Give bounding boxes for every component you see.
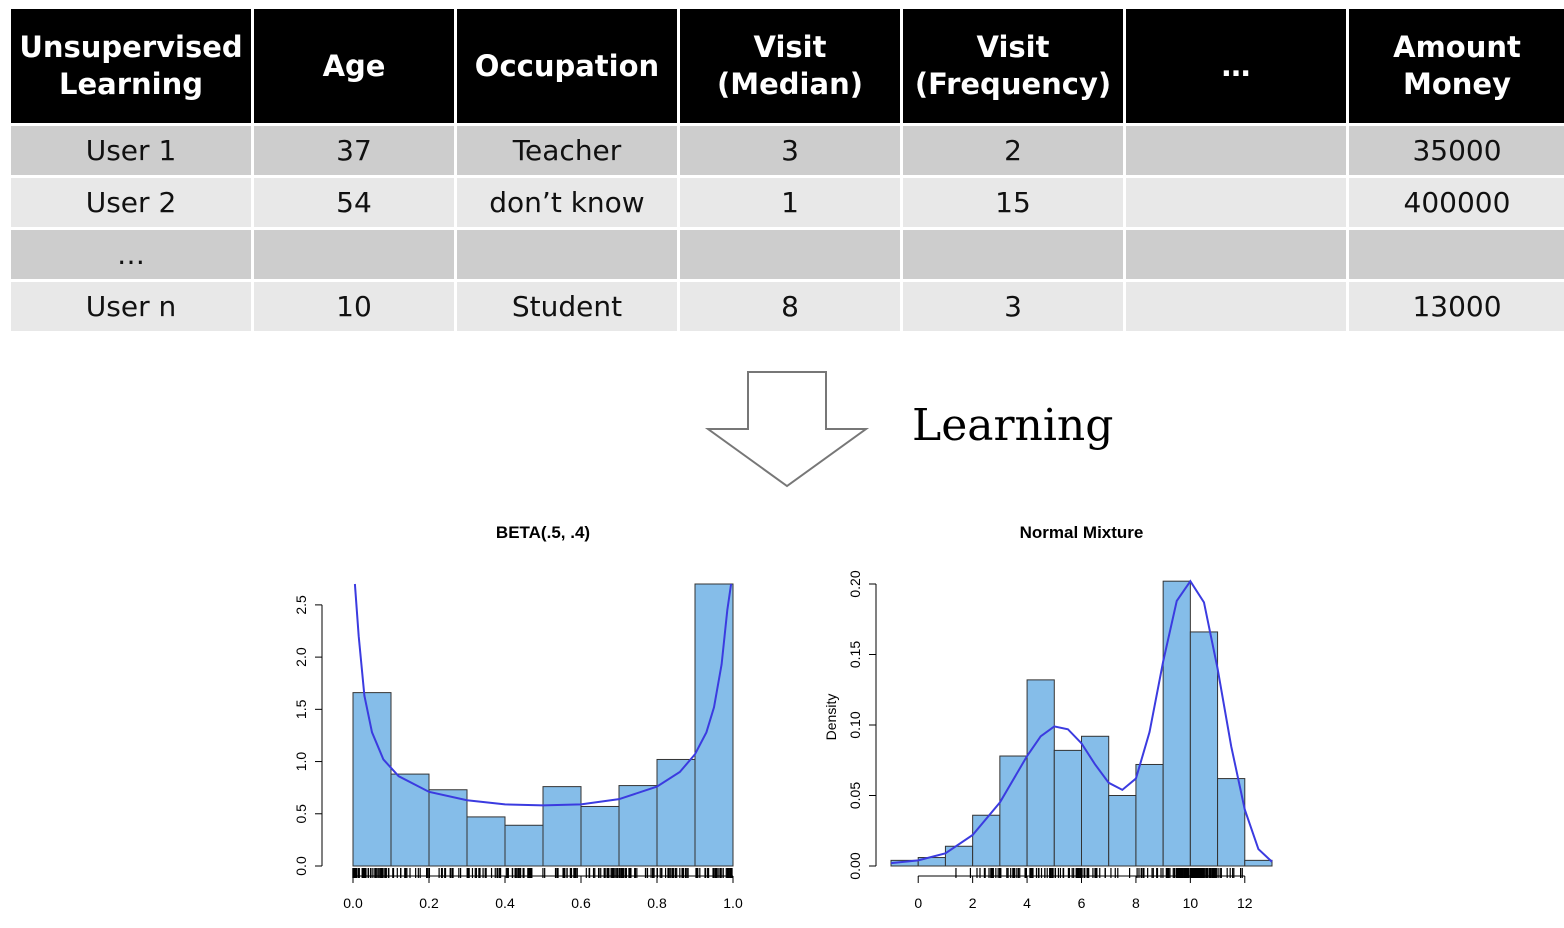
table-cell: Student — [454, 279, 680, 334]
table-cell — [1123, 175, 1349, 230]
histogram-bar — [580, 805, 620, 867]
x-tick-label: 6 — [1078, 895, 1086, 911]
table-cell — [900, 227, 1126, 282]
histogram-bar — [352, 692, 392, 867]
y-tick-label: 0.0 — [293, 856, 309, 876]
y-tick-label: 1.5 — [293, 699, 309, 719]
y-tick-label: 0.00 — [847, 852, 863, 879]
table-row: … — [8, 227, 1564, 282]
table-cell: … — [8, 227, 254, 282]
table-cell: User 2 — [8, 175, 254, 230]
histogram-bar — [1026, 679, 1055, 867]
normal-mixture-histogram-chart: Normal Mixture 0.00 0.05 0.10 0.15 0.20 Densit… — [823, 523, 1273, 911]
table-cell — [251, 227, 457, 282]
table-cell: 3 — [900, 279, 1126, 334]
header-occupation: Occupation — [454, 6, 680, 126]
x-tick-label: 10 — [1183, 895, 1199, 911]
histogram-bar — [1135, 763, 1164, 867]
table-cell: 3 — [677, 123, 903, 178]
chart-title: Normal Mixture — [1020, 523, 1144, 542]
y-tick-label: 0.5 — [293, 804, 309, 824]
y-tick-label: 0.20 — [847, 570, 863, 597]
table-header-row: Unsupervised Learning Age Occupation Visi… — [8, 6, 1564, 126]
y-axis-label: Density — [823, 694, 839, 741]
x-tick-label: 0.4 — [495, 895, 515, 911]
table-cell: 400000 — [1346, 175, 1564, 230]
table-cell — [1123, 227, 1349, 282]
table-cell: 8 — [677, 279, 903, 334]
x-tick-label: 0.8 — [647, 895, 667, 911]
beta-histogram-chart: BETA(.5, .4) 0.0 0.5 1.0 1.5 2.0 2.5 0.0 0.2 0.4 0… — [293, 523, 743, 911]
table-cell: 37 — [251, 123, 457, 178]
x-tick-label: 8 — [1132, 895, 1140, 911]
table-cell: Teacher — [454, 123, 680, 178]
histogram-bar — [944, 845, 974, 867]
header-amount-money: Amount Money — [1346, 6, 1564, 126]
data-table: Unsupervised Learning Age Occupation Visi… — [8, 6, 1564, 334]
histogram-bar — [618, 785, 658, 867]
histogram-bar — [656, 758, 696, 867]
header-age: Age — [251, 6, 457, 126]
down-arrow-icon — [704, 371, 870, 488]
histogram-bar — [466, 816, 506, 867]
table-row: User n 10 Student 8 3 13000 — [8, 279, 1564, 334]
table-cell: User n — [8, 279, 254, 334]
histogram-bar — [428, 789, 468, 867]
y-tick-label: 1.0 — [293, 752, 309, 772]
table-cell: 10 — [251, 279, 457, 334]
histogram-bar — [504, 824, 544, 867]
x-tick-label: 2 — [969, 895, 977, 911]
histogram-bar — [999, 755, 1028, 867]
y-tick-label: 0.15 — [847, 641, 863, 668]
histogram-bar — [1244, 859, 1273, 867]
histogram-bar — [1189, 631, 1219, 867]
histogram-bar — [694, 583, 734, 867]
y-tick-label: 2.5 — [293, 595, 309, 615]
table-cell — [454, 227, 680, 282]
chart-title: BETA(.5, .4) — [496, 523, 590, 542]
table-cell: User 1 — [8, 123, 254, 178]
histogram-bar — [1081, 735, 1110, 867]
histogram-bar — [972, 814, 1001, 867]
x-tick-label: 1.0 — [723, 895, 743, 911]
table-row: User 2 54 don’t know 1 15 400000 — [8, 175, 1564, 230]
density-curve — [353, 583, 733, 807]
table-cell: 2 — [900, 123, 1126, 178]
table-cell — [677, 227, 903, 282]
learning-label: Learning — [912, 400, 1114, 451]
x-tick-label: 0.6 — [571, 895, 591, 911]
table-row: User 1 37 Teacher 3 2 35000 — [8, 123, 1564, 178]
header-unsupervised-learning: Unsupervised Learning — [8, 6, 254, 126]
header-visit-frequency: Visit (Frequency) — [900, 6, 1126, 126]
histogram-bar — [542, 786, 582, 867]
x-tick-label: 0 — [914, 895, 922, 911]
table-cell: 35000 — [1346, 123, 1564, 178]
x-tick-label: 0.2 — [419, 895, 439, 911]
x-tick-label: 4 — [1023, 895, 1031, 911]
y-tick-label: 0.05 — [847, 782, 863, 809]
histogram-bar — [1053, 749, 1082, 867]
x-tick-label: 12 — [1237, 895, 1253, 911]
header-visit-median: Visit (Median) — [677, 6, 903, 126]
histogram-bar — [1162, 580, 1191, 867]
histogram-bar — [1108, 795, 1137, 867]
y-tick-label: 2.0 — [293, 647, 309, 667]
table-cell: 13000 — [1346, 279, 1564, 334]
density-curve — [890, 579, 1273, 865]
table-cell: 1 — [677, 175, 903, 230]
table-cell: 54 — [251, 175, 457, 230]
table-cell: don’t know — [454, 175, 680, 230]
x-tick-label: 0.0 — [343, 895, 363, 911]
y-tick-label: 0.10 — [847, 711, 863, 738]
table-cell — [1346, 227, 1564, 282]
table-cell: 15 — [900, 175, 1126, 230]
header-ellipsis: … — [1123, 6, 1349, 126]
table-cell — [1123, 123, 1349, 178]
table-cell — [1123, 279, 1349, 334]
